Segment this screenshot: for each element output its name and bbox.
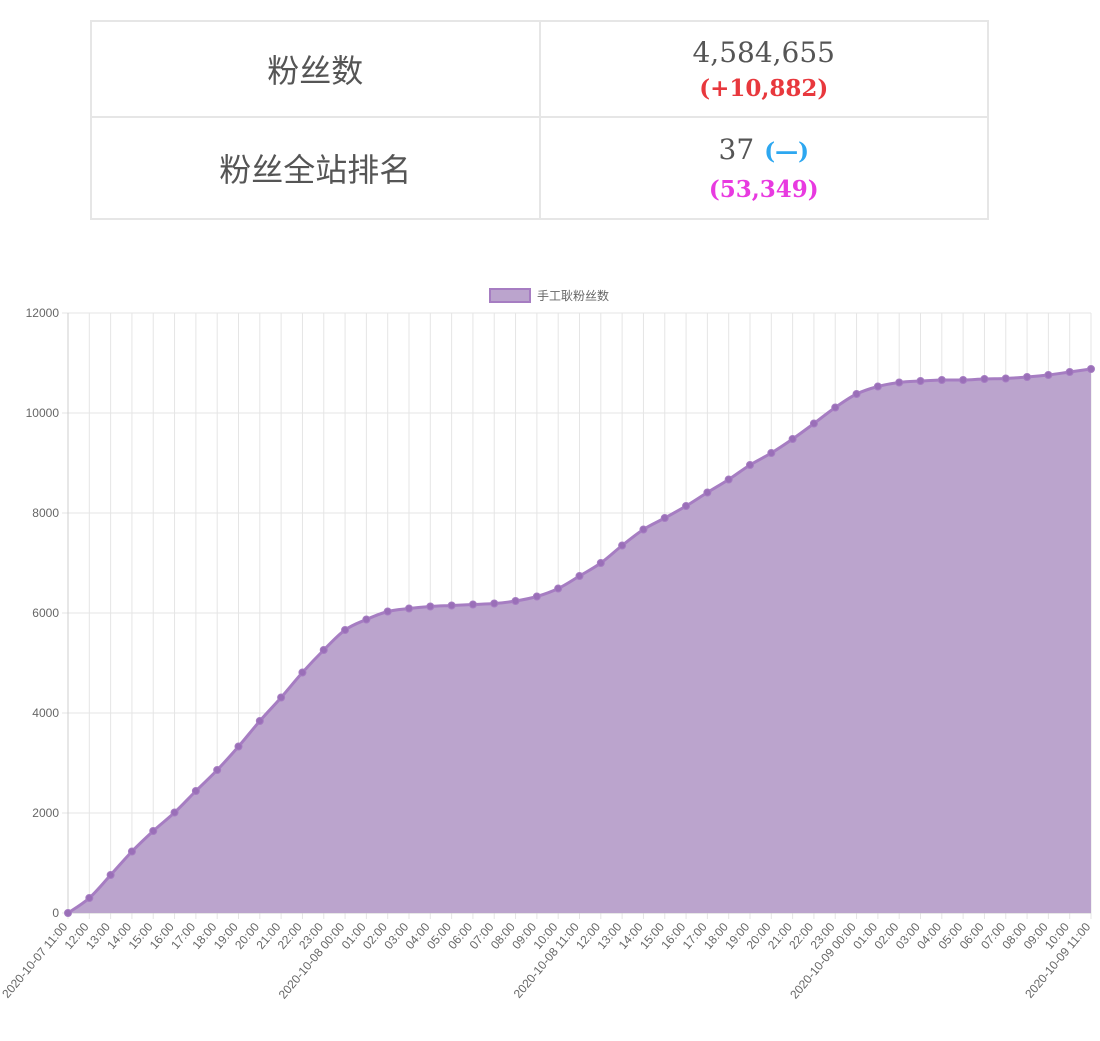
data-point[interactable] — [191, 787, 200, 795]
data-point[interactable] — [170, 808, 179, 817]
chart-legend[interactable]: 手工耿粉丝数 — [489, 288, 609, 303]
followers-label: 粉丝数 — [90, 19, 541, 119]
data-point[interactable] — [511, 597, 520, 605]
data-point[interactable] — [106, 871, 115, 879]
series-points — [64, 365, 1095, 917]
data-point[interactable] — [1023, 373, 1032, 381]
data-point[interactable] — [724, 475, 733, 484]
y-tick-label: 2000 — [32, 806, 59, 820]
data-point[interactable] — [895, 378, 904, 387]
data-point[interactable] — [362, 615, 371, 624]
followers-cell: 4,584,655 (+10,882) — [538, 19, 989, 119]
followers-change: (+10,882) — [699, 75, 829, 103]
data-point[interactable] — [767, 449, 776, 457]
followers-value: 4,584,655 — [692, 36, 835, 70]
series-area — [68, 369, 1091, 913]
data-point[interactable] — [213, 766, 222, 774]
data-point[interactable] — [703, 488, 712, 497]
data-point[interactable] — [127, 847, 136, 856]
data-point[interactable] — [234, 742, 243, 751]
followers-row: 粉丝数 4,584,655 (+10,882) — [90, 19, 989, 119]
y-tick-label: 8000 — [32, 506, 59, 520]
rank-row: 粉丝全站排名 37 (—) (53,349) — [90, 116, 989, 220]
data-point[interactable] — [596, 559, 605, 567]
data-point[interactable] — [341, 626, 350, 634]
y-tick-label: 4000 — [32, 706, 59, 720]
data-point[interactable] — [1065, 368, 1074, 376]
y-axis: 0 2000 4000 6000 8000 10000 12000 — [26, 306, 69, 920]
data-point[interactable] — [852, 390, 861, 398]
data-point[interactable] — [639, 525, 648, 534]
y-tick-label: 10000 — [26, 406, 60, 420]
data-point[interactable] — [319, 646, 328, 654]
follower-area-chart: 手工耿粉丝数 0 2000 4000 6000 8000 10000 12000 2020-… — [0, 288, 1095, 1002]
data-point[interactable] — [554, 584, 563, 593]
data-point[interactable] — [405, 604, 413, 613]
data-point[interactable] — [916, 377, 925, 385]
data-point[interactable] — [831, 403, 840, 412]
y-tick-label: 0 — [52, 906, 59, 920]
data-point[interactable] — [937, 376, 946, 384]
rank-change: (—) — [764, 138, 809, 166]
data-point[interactable] — [809, 419, 818, 428]
data-point[interactable] — [383, 607, 392, 616]
data-point[interactable] — [788, 435, 797, 443]
data-point[interactable] — [149, 827, 158, 835]
x-axis: 2020-10-07 11:0012:0013:0014:0015:0016:0… — [0, 912, 1094, 1002]
data-point[interactable] — [682, 502, 691, 510]
data-point[interactable] — [490, 599, 499, 608]
data-point[interactable] — [468, 600, 477, 609]
data-point[interactable] — [1087, 365, 1095, 373]
x-tick-label: 2020-10-07 11:00 — [0, 920, 71, 1001]
rank-value: 37 — [718, 133, 755, 167]
y-tick-label: 6000 — [32, 606, 59, 620]
legend-label: 手工耿粉丝数 — [537, 288, 609, 303]
data-point[interactable] — [746, 461, 754, 469]
data-point[interactable] — [64, 909, 72, 917]
rank-cell: 37 (—) (53,349) — [538, 116, 989, 220]
data-point[interactable] — [1044, 371, 1053, 379]
data-point[interactable] — [660, 514, 669, 522]
data-point[interactable] — [618, 541, 627, 550]
stats-table: 粉丝数 4,584,655 (+10,882) 粉丝全站排名 37 (—) (53… — [90, 19, 989, 220]
rank-label: 粉丝全站排名 — [90, 116, 541, 220]
data-point[interactable] — [532, 592, 541, 601]
data-point[interactable] — [1001, 374, 1010, 383]
data-point[interactable] — [980, 375, 989, 383]
data-point[interactable] — [426, 602, 435, 611]
data-point[interactable] — [575, 572, 584, 580]
data-point[interactable] — [298, 668, 307, 677]
legend-swatch — [489, 288, 531, 303]
data-point[interactable] — [277, 693, 286, 702]
data-point[interactable] — [255, 717, 264, 725]
data-point[interactable] — [85, 894, 94, 902]
data-point[interactable] — [447, 601, 456, 610]
rank-sub: (53,349) — [708, 176, 819, 204]
y-tick-label: 12000 — [26, 306, 60, 320]
data-point[interactable] — [959, 376, 968, 384]
data-point[interactable] — [873, 382, 882, 391]
